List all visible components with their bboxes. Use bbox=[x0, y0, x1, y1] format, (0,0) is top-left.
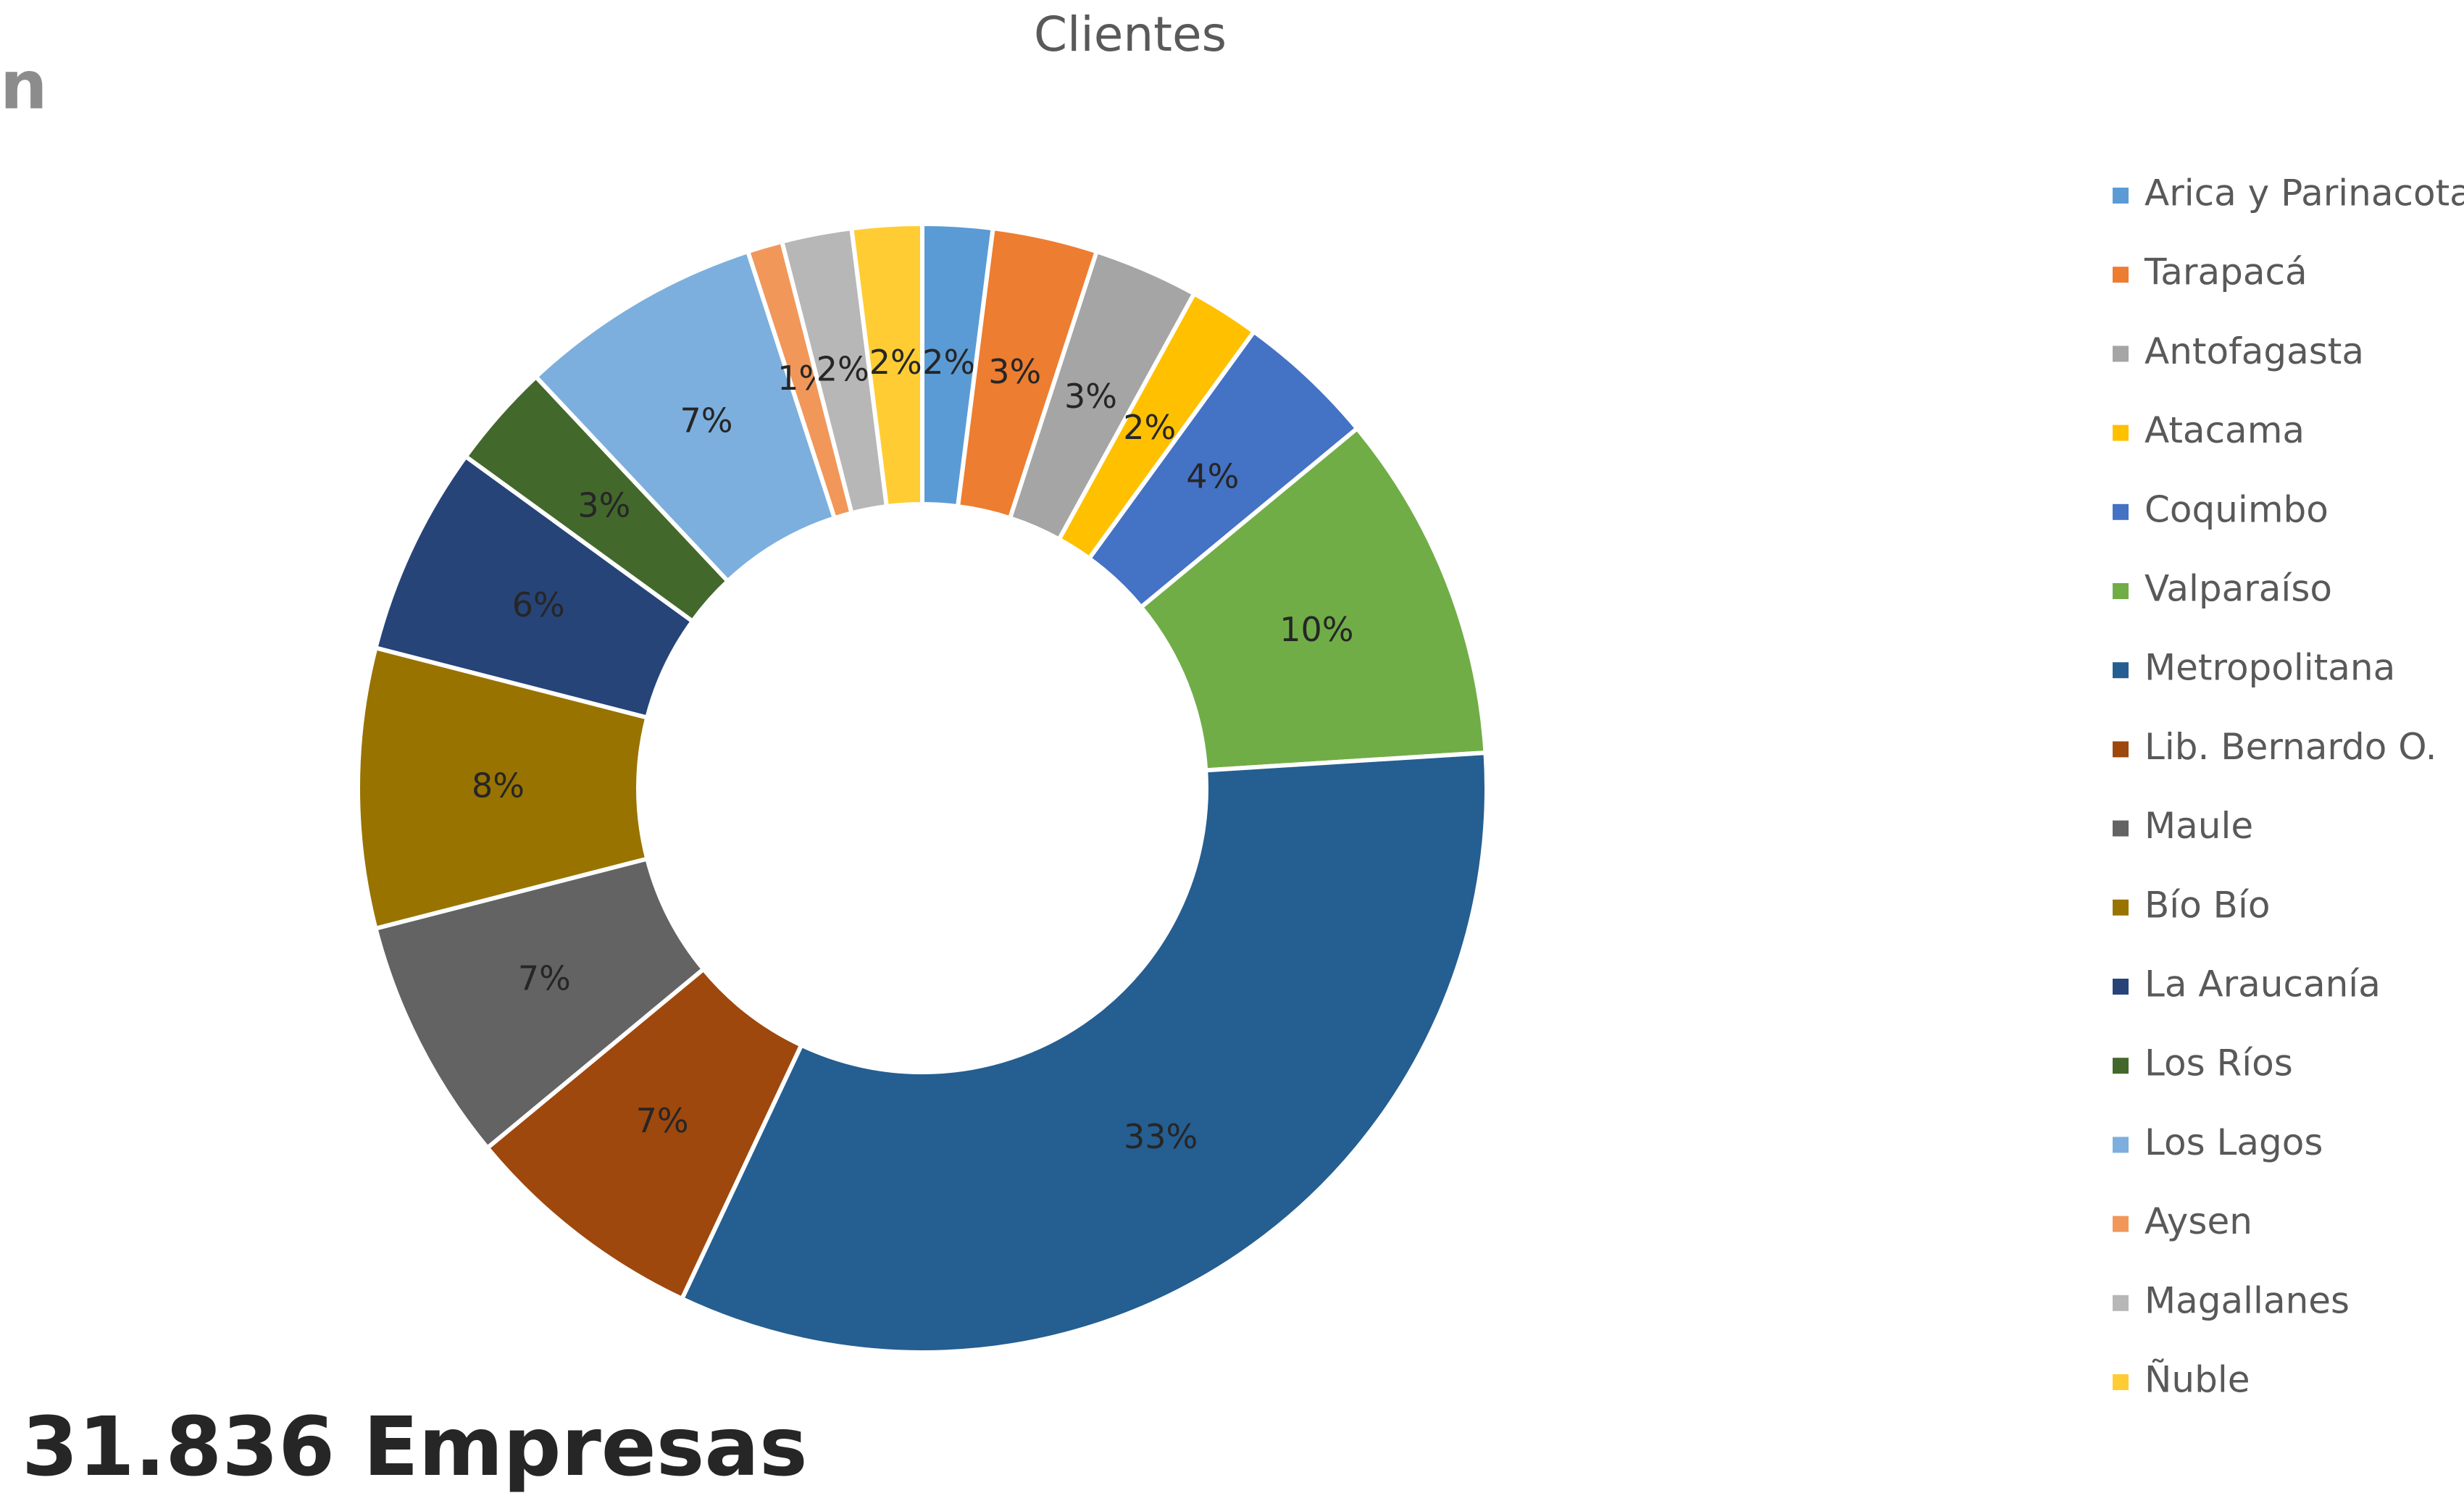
legend-swatch bbox=[2113, 820, 2129, 837]
legend-label: Los Lagos bbox=[2144, 1121, 2323, 1163]
legend-swatch bbox=[2113, 1058, 2129, 1074]
legend-swatch bbox=[2113, 267, 2129, 283]
donut-slice bbox=[1137, 425, 1488, 773]
data-label: 2% bbox=[1123, 408, 1176, 447]
legend-swatch bbox=[2113, 1216, 2129, 1232]
legend-label: Bío Bío bbox=[2144, 884, 2270, 926]
legend-label: Arica y Parinacota bbox=[2144, 172, 2464, 214]
legend-swatch bbox=[2113, 583, 2129, 599]
data-label: 3% bbox=[1064, 377, 1117, 416]
total-label: 31.836 Empresas bbox=[22, 1400, 808, 1493]
data-label: 3% bbox=[577, 485, 630, 524]
data-label: 2% bbox=[869, 343, 922, 382]
donut-slice bbox=[679, 750, 1489, 1355]
heading-fragment: n bbox=[0, 46, 48, 124]
legend-swatch bbox=[2113, 425, 2129, 441]
legend-label: Los Ríos bbox=[2144, 1042, 2293, 1084]
legend-swatch bbox=[2113, 1137, 2129, 1153]
donut-slice bbox=[849, 221, 924, 509]
legend-label: Valparaíso bbox=[2144, 568, 2332, 610]
legend-label: Atacama bbox=[2144, 409, 2305, 451]
legend-label: Ñuble bbox=[2144, 1359, 2250, 1401]
legend-label: Tarapacá bbox=[2144, 251, 2308, 293]
legend-swatch bbox=[2113, 346, 2129, 362]
legend-label: La Araucanía bbox=[2144, 963, 2381, 1005]
data-label: 7% bbox=[680, 401, 732, 440]
legend-swatch bbox=[2113, 741, 2129, 758]
data-label: 3% bbox=[988, 352, 1041, 391]
legend-label: Coquimbo bbox=[2144, 488, 2329, 530]
legend-swatch bbox=[2113, 1295, 2129, 1311]
data-label: 7% bbox=[518, 958, 571, 998]
legend-label: Antofagasta bbox=[2144, 330, 2364, 372]
data-label: 4% bbox=[1186, 457, 1239, 496]
data-label: 2% bbox=[817, 349, 869, 388]
legend-label: Metropolitana bbox=[2144, 647, 2395, 689]
data-label: 33% bbox=[1124, 1117, 1198, 1156]
data-label: 8% bbox=[472, 766, 525, 806]
legend-swatch bbox=[2113, 662, 2129, 679]
legend-swatch bbox=[2113, 899, 2129, 916]
legend-swatch bbox=[2113, 503, 2129, 520]
donut-slice bbox=[356, 645, 650, 932]
data-label: 2% bbox=[922, 343, 975, 382]
data-label: 6% bbox=[512, 585, 565, 624]
data-label: 10% bbox=[1279, 610, 1353, 649]
legend-label: Aysen bbox=[2144, 1200, 2252, 1242]
legend-swatch bbox=[2113, 1374, 2129, 1390]
legend-swatch bbox=[2113, 188, 2129, 204]
legend-label: Maule bbox=[2144, 805, 2253, 847]
data-label: 7% bbox=[636, 1101, 689, 1140]
legend-label: Lib. Bernardo O. bbox=[2144, 726, 2436, 768]
legend-swatch bbox=[2113, 979, 2129, 995]
chart-title: Clientes bbox=[1034, 7, 1227, 62]
legend-label: Magallanes bbox=[2144, 1279, 2350, 1321]
